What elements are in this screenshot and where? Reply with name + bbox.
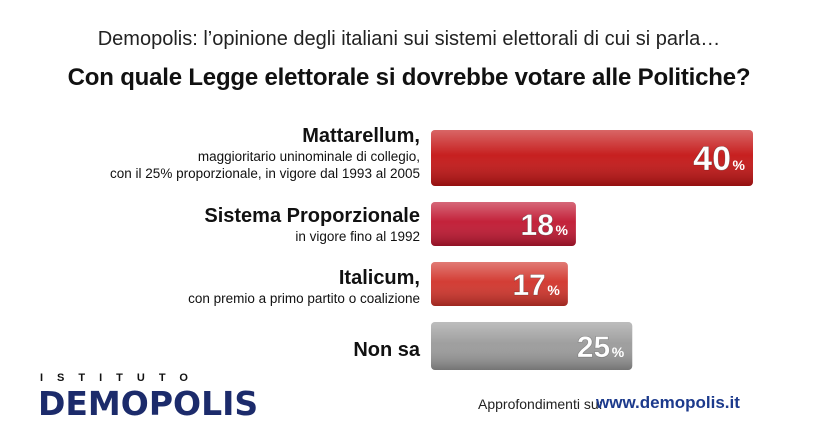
bar-unit-label-3: % xyxy=(612,344,625,360)
bar-unit-label-1: % xyxy=(555,222,568,238)
chart-subtitle: Demopolis: l’opinione degli italiani sui… xyxy=(97,28,721,50)
bar-gloss-1 xyxy=(431,202,576,246)
category-description: maggioritario uninominale di collegio, xyxy=(197,149,420,164)
category-description: in vigore fino al 1992 xyxy=(295,229,420,244)
footer-url-link[interactable]: www.demopolis.it xyxy=(596,393,740,412)
bar-unit-label-0: % xyxy=(733,157,746,173)
category-label-italicum: Italicum, con premio a primo partito o c… xyxy=(188,266,420,307)
category-label-proporzionale: Sistema Proporzionale in vigore fino al … xyxy=(204,204,420,245)
demopolis-logo: DEMOPOLIS xyxy=(38,384,259,423)
category-description: con premio a primo partito o coalizione xyxy=(188,291,420,306)
bar-unit-label-2: % xyxy=(547,282,560,298)
category-label-mattarellum: Mattarellum, maggioritario uninominale d… xyxy=(110,124,420,182)
footer-label: Approfondimenti su: xyxy=(478,396,603,412)
category-label-non-sa: Non sa xyxy=(353,338,420,362)
logo-subtitle: ISTITUTO xyxy=(40,372,202,384)
chart-title: Con quale Legge elettorale si dovrebbe v… xyxy=(67,64,751,91)
bar-value-label-2: 17 xyxy=(512,269,545,302)
category-description: con il 25% proporzionale, in vigore dal … xyxy=(110,166,420,181)
category-name: Mattarellum, xyxy=(302,125,420,147)
category-name: Italicum, xyxy=(338,267,420,289)
bar-gloss-3 xyxy=(431,322,633,370)
bar-gloss-0 xyxy=(431,130,753,186)
bar-gloss-2 xyxy=(431,262,568,306)
bar-value-label-1: 18 xyxy=(521,209,554,242)
bar-value-label-0: 40 xyxy=(693,140,731,178)
category-name: Non sa xyxy=(353,339,420,361)
bar-value-label-3: 25 xyxy=(577,331,610,364)
category-name: Sistema Proporzionale xyxy=(204,205,420,227)
